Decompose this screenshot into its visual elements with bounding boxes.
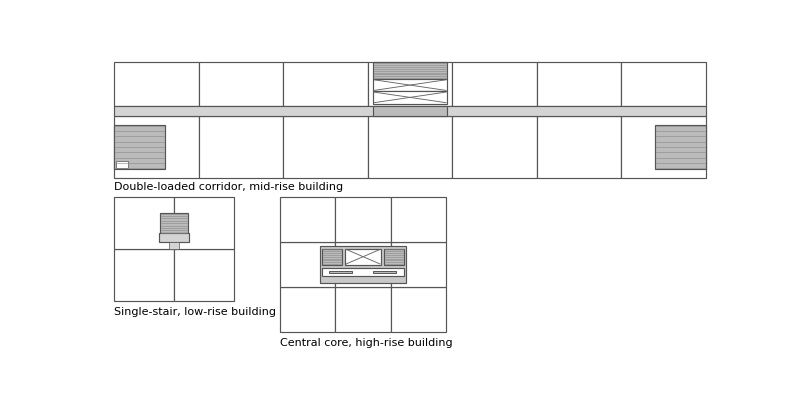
Bar <box>114 106 706 116</box>
Bar <box>391 287 446 332</box>
Text: Single-stair, low-rise building: Single-stair, low-rise building <box>114 307 276 317</box>
Bar <box>283 116 368 178</box>
Bar <box>391 197 446 242</box>
Bar <box>174 197 234 249</box>
Bar <box>335 197 391 242</box>
Text: Double-loaded corridor, mid-rise building: Double-loaded corridor, mid-rise buildin… <box>114 182 343 193</box>
Bar <box>114 125 165 169</box>
Bar <box>537 62 622 106</box>
Bar <box>170 242 178 249</box>
Bar <box>655 125 706 169</box>
Bar <box>322 249 342 265</box>
Bar <box>283 62 368 106</box>
Bar <box>320 245 406 283</box>
Bar <box>114 62 198 106</box>
Bar <box>391 242 446 287</box>
Bar <box>161 213 187 233</box>
Bar <box>159 233 189 242</box>
Bar <box>335 242 391 287</box>
Bar <box>345 249 381 265</box>
Bar <box>198 62 283 106</box>
Bar <box>322 268 404 276</box>
Bar <box>280 242 335 287</box>
Bar <box>373 62 447 79</box>
Bar <box>373 91 447 104</box>
Bar <box>280 197 335 242</box>
Text: Central core, high-rise building: Central core, high-rise building <box>280 338 453 348</box>
Bar <box>280 287 335 332</box>
Bar <box>114 197 174 249</box>
Bar <box>373 271 396 273</box>
Bar <box>373 79 447 91</box>
Bar <box>622 116 706 178</box>
Bar <box>115 161 128 168</box>
Bar <box>329 271 352 273</box>
Bar <box>537 116 622 178</box>
Bar <box>198 116 283 178</box>
Bar <box>452 62 537 106</box>
Bar <box>452 116 537 178</box>
Bar <box>368 62 452 106</box>
Bar <box>368 116 452 178</box>
Bar <box>384 249 404 265</box>
Bar <box>114 249 174 301</box>
Bar <box>622 62 706 106</box>
Bar <box>174 249 234 301</box>
Bar <box>335 287 391 332</box>
Bar <box>114 116 198 178</box>
Bar <box>373 106 447 116</box>
